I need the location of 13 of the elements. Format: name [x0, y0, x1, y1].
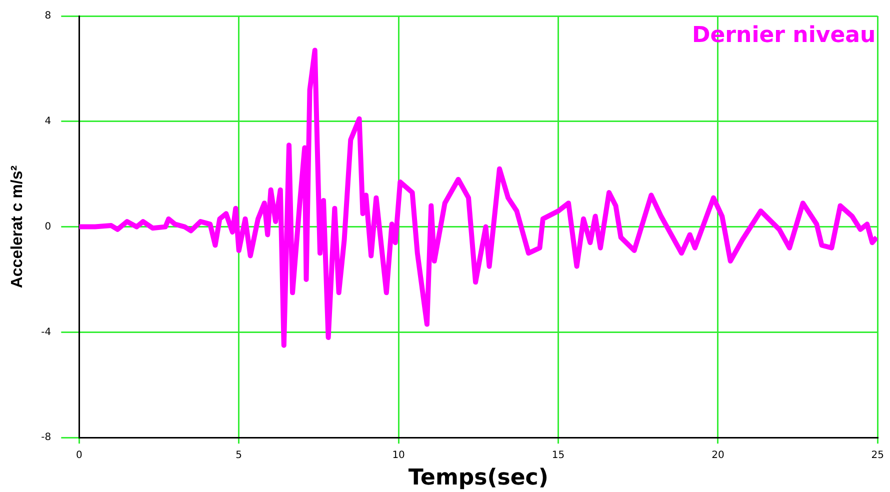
y-tick-label: -8	[41, 432, 52, 444]
x-tick-label: 0	[76, 450, 82, 462]
y-tick-label: -4	[41, 326, 52, 338]
y-tick-label: 8	[44, 10, 52, 22]
x-tick-label: 5	[236, 450, 242, 462]
y-tick-label: 0	[44, 221, 52, 232]
x-tick-label: 15	[552, 450, 565, 462]
x-tick-label: 25	[871, 450, 884, 462]
x-tick-label: 20	[712, 450, 724, 462]
y-tick-label: 4	[44, 116, 52, 127]
x-tick-label: 10	[392, 450, 405, 462]
y-axis-title: Accelerat c m/s²	[9, 165, 26, 288]
x-axis-title: Temps(sec)	[408, 466, 548, 491]
